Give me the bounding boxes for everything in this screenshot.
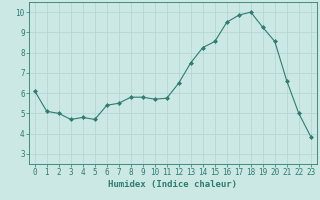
X-axis label: Humidex (Indice chaleur): Humidex (Indice chaleur) (108, 180, 237, 189)
